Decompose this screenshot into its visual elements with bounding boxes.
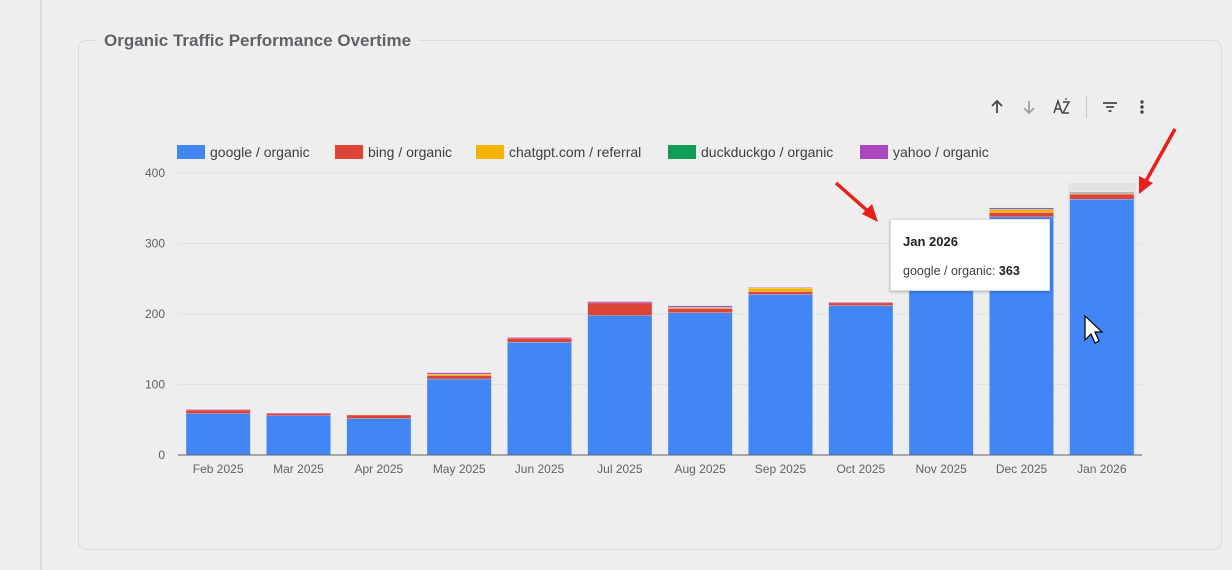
legend-item[interactable]: google / organic [177, 143, 310, 161]
x-tick-label: Nov 2025 [915, 462, 967, 476]
bar-segment [587, 302, 652, 316]
x-tick-label: Jun 2025 [515, 462, 565, 476]
x-tick-label: Jan 2026 [1077, 462, 1127, 476]
bar-segment [828, 305, 893, 455]
bar-segment [346, 414, 411, 419]
tooltip-value: 363 [998, 264, 1020, 278]
x-tick-label: May 2025 [433, 462, 486, 476]
card-title: Organic Traffic Performance Overtime [96, 30, 420, 52]
y-tick-label: 400 [145, 166, 165, 180]
y-tick-label: 0 [158, 448, 165, 462]
tooltip-title: Jan 2026 [903, 234, 958, 249]
legend-item[interactable]: bing / organic [335, 143, 452, 161]
bar-segment [266, 413, 331, 416]
bar-segment [186, 413, 251, 455]
sort-ascending-button[interactable] [986, 96, 1008, 118]
legend-label: bing / organic [368, 144, 453, 160]
sort-alphabetical-button[interactable] [1051, 96, 1073, 118]
bar-segment [1069, 194, 1134, 200]
y-tick-label: 300 [145, 237, 165, 251]
bar-segment [587, 315, 652, 455]
bar-segment [186, 409, 251, 414]
bar-segment [346, 418, 411, 455]
x-tick-label: Aug 2025 [674, 462, 726, 476]
chart-tooltip: Jan 2026 google / organic: 363 [890, 219, 1050, 291]
sort-descending-button[interactable] [1018, 96, 1040, 118]
page-left-divider [40, 0, 42, 570]
legend-swatch [177, 145, 205, 159]
bar-segment [989, 207, 1054, 209]
bar-segment [507, 337, 572, 343]
bar-segment [668, 305, 733, 307]
legend-label: google / organic [210, 144, 310, 160]
bar-segment [427, 372, 492, 374]
y-tick-label: 200 [145, 307, 165, 321]
legend-swatch [860, 145, 888, 159]
legend-label: yahoo / organic [893, 144, 989, 160]
sort-az-icon [1053, 98, 1071, 114]
legend-item[interactable]: chatgpt.com / referral [476, 143, 641, 161]
bar-segment [828, 302, 893, 306]
bar-segment [748, 291, 813, 295]
legend-item[interactable]: duckduckgo / organic [668, 143, 833, 161]
bar-segment [1069, 199, 1134, 455]
bar-segment [266, 415, 331, 455]
bar-segment [507, 342, 572, 455]
bar-segment [668, 308, 733, 313]
arrow-up-icon [991, 99, 1003, 113]
x-tick-label: Jul 2025 [597, 462, 643, 476]
x-tick-label: Feb 2025 [193, 462, 244, 476]
bar-segment [427, 373, 492, 376]
tooltip-value-line: google / organic: 363 [903, 264, 1020, 278]
arrow-down-icon [1023, 101, 1035, 115]
filter-icon [1103, 102, 1117, 112]
bar-segment [427, 378, 492, 455]
legend-label: duckduckgo / organic [701, 144, 834, 160]
x-tick-label: Apr 2025 [354, 462, 403, 476]
y-tick-label: 100 [145, 378, 165, 392]
bar-segment [668, 312, 733, 455]
bar-segment [587, 301, 652, 303]
legend-label: chatgpt.com / referral [509, 144, 642, 160]
legend-swatch [668, 145, 696, 159]
x-tick-label: Dec 2025 [996, 462, 1048, 476]
bar-segment [989, 212, 1054, 217]
more-options-button[interactable] [1131, 96, 1153, 118]
bar-segment [427, 375, 492, 379]
legend-swatch [335, 145, 363, 159]
x-tick-label: Oct 2025 [836, 462, 885, 476]
bar-segment [748, 287, 813, 292]
more-vert-icon [1140, 100, 1144, 114]
bar-segment [909, 289, 974, 455]
toolbar-separator [1086, 96, 1087, 118]
legend-swatch [476, 145, 504, 159]
filter-button[interactable] [1099, 96, 1121, 118]
tooltip-series-label: google / organic: [903, 264, 996, 278]
x-tick-label: Sep 2025 [755, 462, 807, 476]
bar-segment [989, 209, 1054, 213]
x-tick-label: Mar 2025 [273, 462, 324, 476]
legend-item[interactable]: yahoo / organic [860, 143, 989, 161]
bar-segment [748, 294, 813, 455]
